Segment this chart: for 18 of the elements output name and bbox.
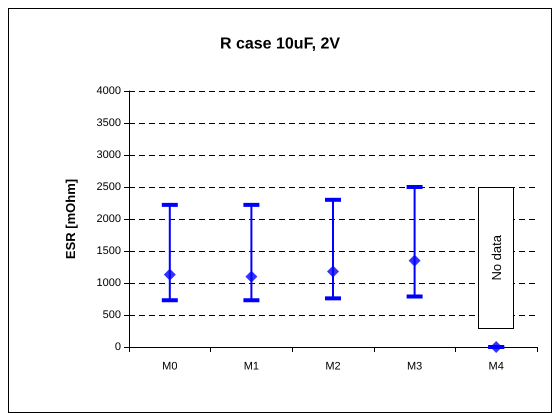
y-tick-label: 500 <box>102 309 121 321</box>
x-tick-label: M2 <box>325 360 341 372</box>
x-tick-label: M1 <box>244 360 260 372</box>
x-tick-label: M4 <box>488 360 504 372</box>
y-tick-label: 3000 <box>96 149 121 161</box>
y-tick-label: 1500 <box>96 245 121 257</box>
y-tick-label: 1000 <box>96 277 121 289</box>
annotation: No data <box>488 235 504 281</box>
chart-title: R case 10uF, 2V <box>220 36 340 52</box>
x-tick-label: M0 <box>162 360 178 372</box>
y-tick-label: 0 <box>114 341 121 353</box>
y-tick-label: 4000 <box>96 85 121 97</box>
y-tick-label: 2500 <box>96 181 121 193</box>
y-axis-title: ESR [mOhm] <box>63 178 78 260</box>
note-box: No data <box>478 187 514 329</box>
y-tick-label: 3500 <box>96 117 121 129</box>
x-tick-label: M3 <box>406 360 422 372</box>
y-tick-label: 2000 <box>96 213 121 225</box>
